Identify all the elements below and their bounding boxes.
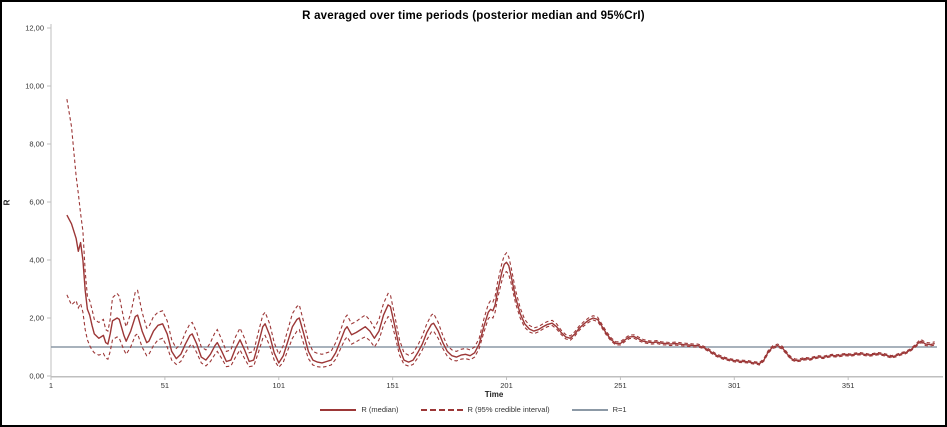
- dashed-line-sample-icon: [420, 408, 463, 411]
- tick-label: 10,00: [25, 82, 44, 91]
- tick-label: 301: [728, 381, 741, 390]
- reference-line-sample-icon: [571, 408, 608, 411]
- legend-item-credible-interval: R (95% credible interval): [420, 405, 550, 414]
- legend-item-r-equals-1: R=1: [571, 405, 627, 414]
- legend: R (median) R (95% credible interval) R=1: [2, 405, 945, 414]
- tick-label: 351: [842, 381, 855, 390]
- upper-credible-interval-line: [66, 99, 935, 364]
- tick-label: 151: [386, 381, 399, 390]
- tick-label: 1: [49, 381, 53, 390]
- tick-label: 2,00: [29, 314, 44, 323]
- tick-label: 51: [161, 381, 169, 390]
- tick-label: 12,00: [25, 24, 44, 33]
- tick-label: 8,00: [29, 140, 44, 149]
- lower-credible-interval-line: [66, 270, 935, 369]
- median-line: [66, 214, 935, 365]
- tick-label: 251: [614, 381, 627, 390]
- legend-label-median: R (median): [361, 405, 399, 414]
- chart-title: R averaged over time periods (posterior …: [302, 10, 645, 22]
- legend-label-credible-interval: R (95% credible interval): [467, 405, 550, 414]
- solid-line-sample-icon: [320, 408, 357, 411]
- tick-label: 6,00: [29, 198, 44, 207]
- tick-label: 101: [273, 381, 286, 390]
- tick-label: 201: [500, 381, 513, 390]
- legend-label-r-equals-1: R=1: [612, 405, 627, 414]
- tick-label: 0,00: [29, 372, 44, 381]
- legend-item-median: R (median): [320, 405, 399, 414]
- tick-label: 4,00: [29, 256, 44, 265]
- x-axis-title: Time: [484, 390, 504, 399]
